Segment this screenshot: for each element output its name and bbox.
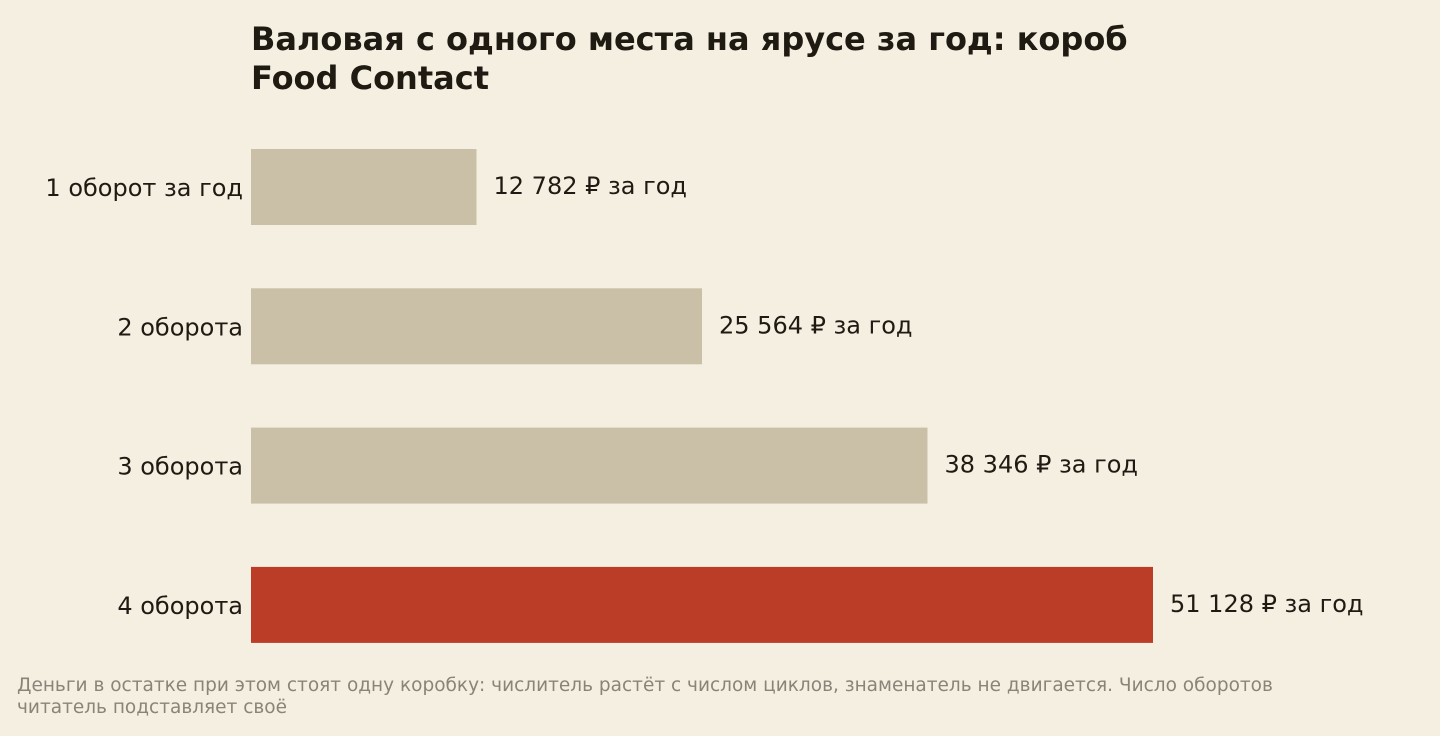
chart-title: Валовая с одного места на ярусе за год: … xyxy=(251,20,1251,98)
bar-2 xyxy=(251,288,702,365)
bar-4 xyxy=(251,566,1153,643)
footnote-line-1: Деньги в остатке при этом стоят одну кор… xyxy=(17,675,1273,696)
category-label-1: 1 оборот за год xyxy=(45,174,243,202)
value-label-1: 12 782 ₽ за год xyxy=(494,172,688,200)
chart-footnote: Деньги в остатке при этом стоят одну кор… xyxy=(17,675,1417,719)
category-label-3: 3 оборота xyxy=(117,453,243,481)
bar-3 xyxy=(251,427,928,504)
category-label-2: 2 оборота xyxy=(117,313,243,341)
value-label-4: 51 128 ₽ за год xyxy=(1170,590,1364,618)
chart-title-line-1: Валовая с одного места на ярусе за год: … xyxy=(251,20,1128,58)
footnote-line-2: читатель подставляет своё xyxy=(17,697,287,718)
category-label-4: 4 оборота xyxy=(117,592,243,620)
bar-1 xyxy=(251,149,477,225)
value-label-2: 25 564 ₽ за год xyxy=(719,311,913,339)
chart-title-line-2: Food Contact xyxy=(251,59,489,97)
value-label-3: 38 346 ₽ за год xyxy=(945,451,1139,479)
